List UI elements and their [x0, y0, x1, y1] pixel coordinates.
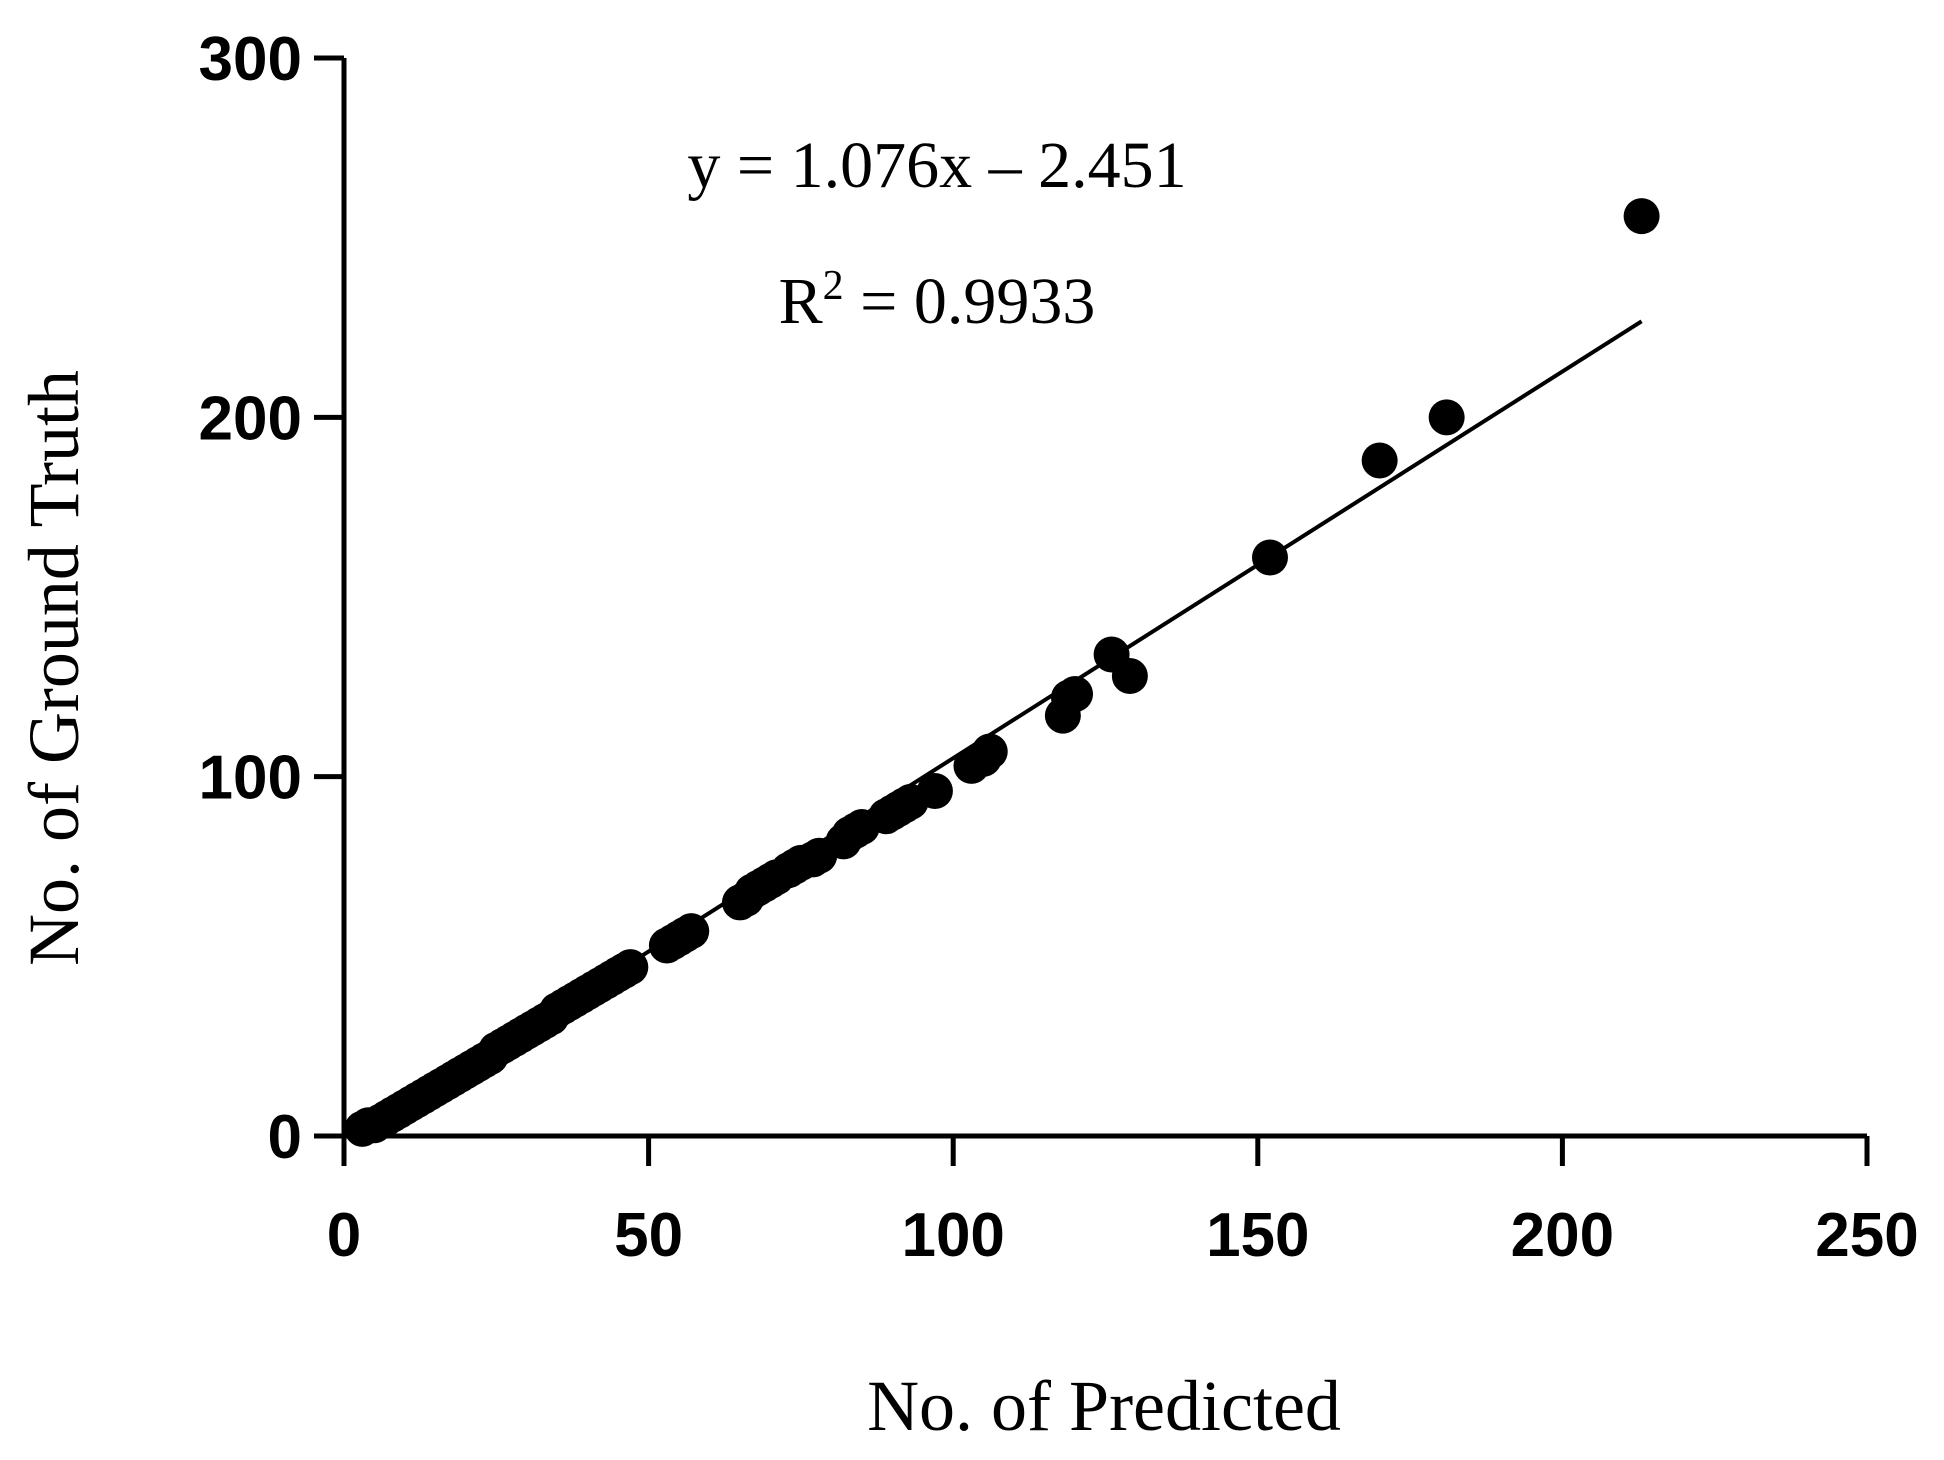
- x-tick-label: 200: [1511, 1201, 1614, 1270]
- data-point: [673, 913, 710, 950]
- data-point: [1251, 539, 1288, 576]
- data-point: [916, 773, 953, 810]
- data-point: [1428, 399, 1465, 436]
- x-ticks: 0 50 100 150 200 250: [327, 1136, 1919, 1270]
- x-tick-label: 50: [614, 1201, 683, 1270]
- y-tick-label: 0: [268, 1103, 302, 1172]
- r-squared-label: R2 = 0.9933: [779, 263, 1096, 338]
- y-ticks: 0 100 200 300: [199, 25, 344, 1172]
- data-point: [1361, 442, 1398, 479]
- data-point: [612, 949, 649, 986]
- axes: [314, 58, 1867, 1166]
- data-points: [344, 198, 1660, 1147]
- data-point: [971, 733, 1008, 770]
- y-tick-label: 200: [199, 384, 302, 453]
- x-tick-label: 100: [901, 1201, 1004, 1270]
- data-point: [1111, 658, 1148, 695]
- x-tick-label: 250: [1815, 1201, 1918, 1270]
- x-axis-title: No. of Predicted: [867, 1366, 1341, 1446]
- regression-equation: y = 1.076x – 2.451: [687, 129, 1186, 202]
- y-tick-label: 100: [199, 744, 302, 813]
- x-tick-label: 150: [1206, 1201, 1309, 1270]
- y-tick-label: 300: [199, 25, 302, 94]
- y-axis-title: No. of Ground Truth: [14, 370, 94, 966]
- data-point: [1623, 198, 1660, 235]
- data-point: [1057, 676, 1094, 713]
- x-tick-label: 0: [327, 1201, 361, 1270]
